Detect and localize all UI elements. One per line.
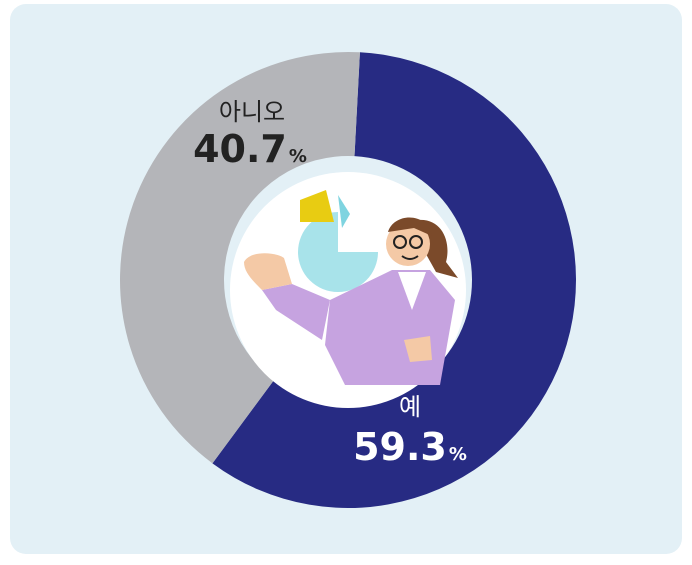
value-label: 40.7% [193,127,307,171]
value-number: 59.3 [353,425,447,469]
donut-segment [120,51,360,464]
donut-segment [212,52,577,509]
category-label: 예 [399,393,421,421]
donut [120,51,577,509]
category-label: 아니오 [219,98,285,126]
value-label: 59.3% [353,425,467,469]
value-unit: % [449,444,467,465]
value-unit: % [289,146,307,167]
value-number: 40.7 [193,127,287,171]
illustration [244,190,458,385]
